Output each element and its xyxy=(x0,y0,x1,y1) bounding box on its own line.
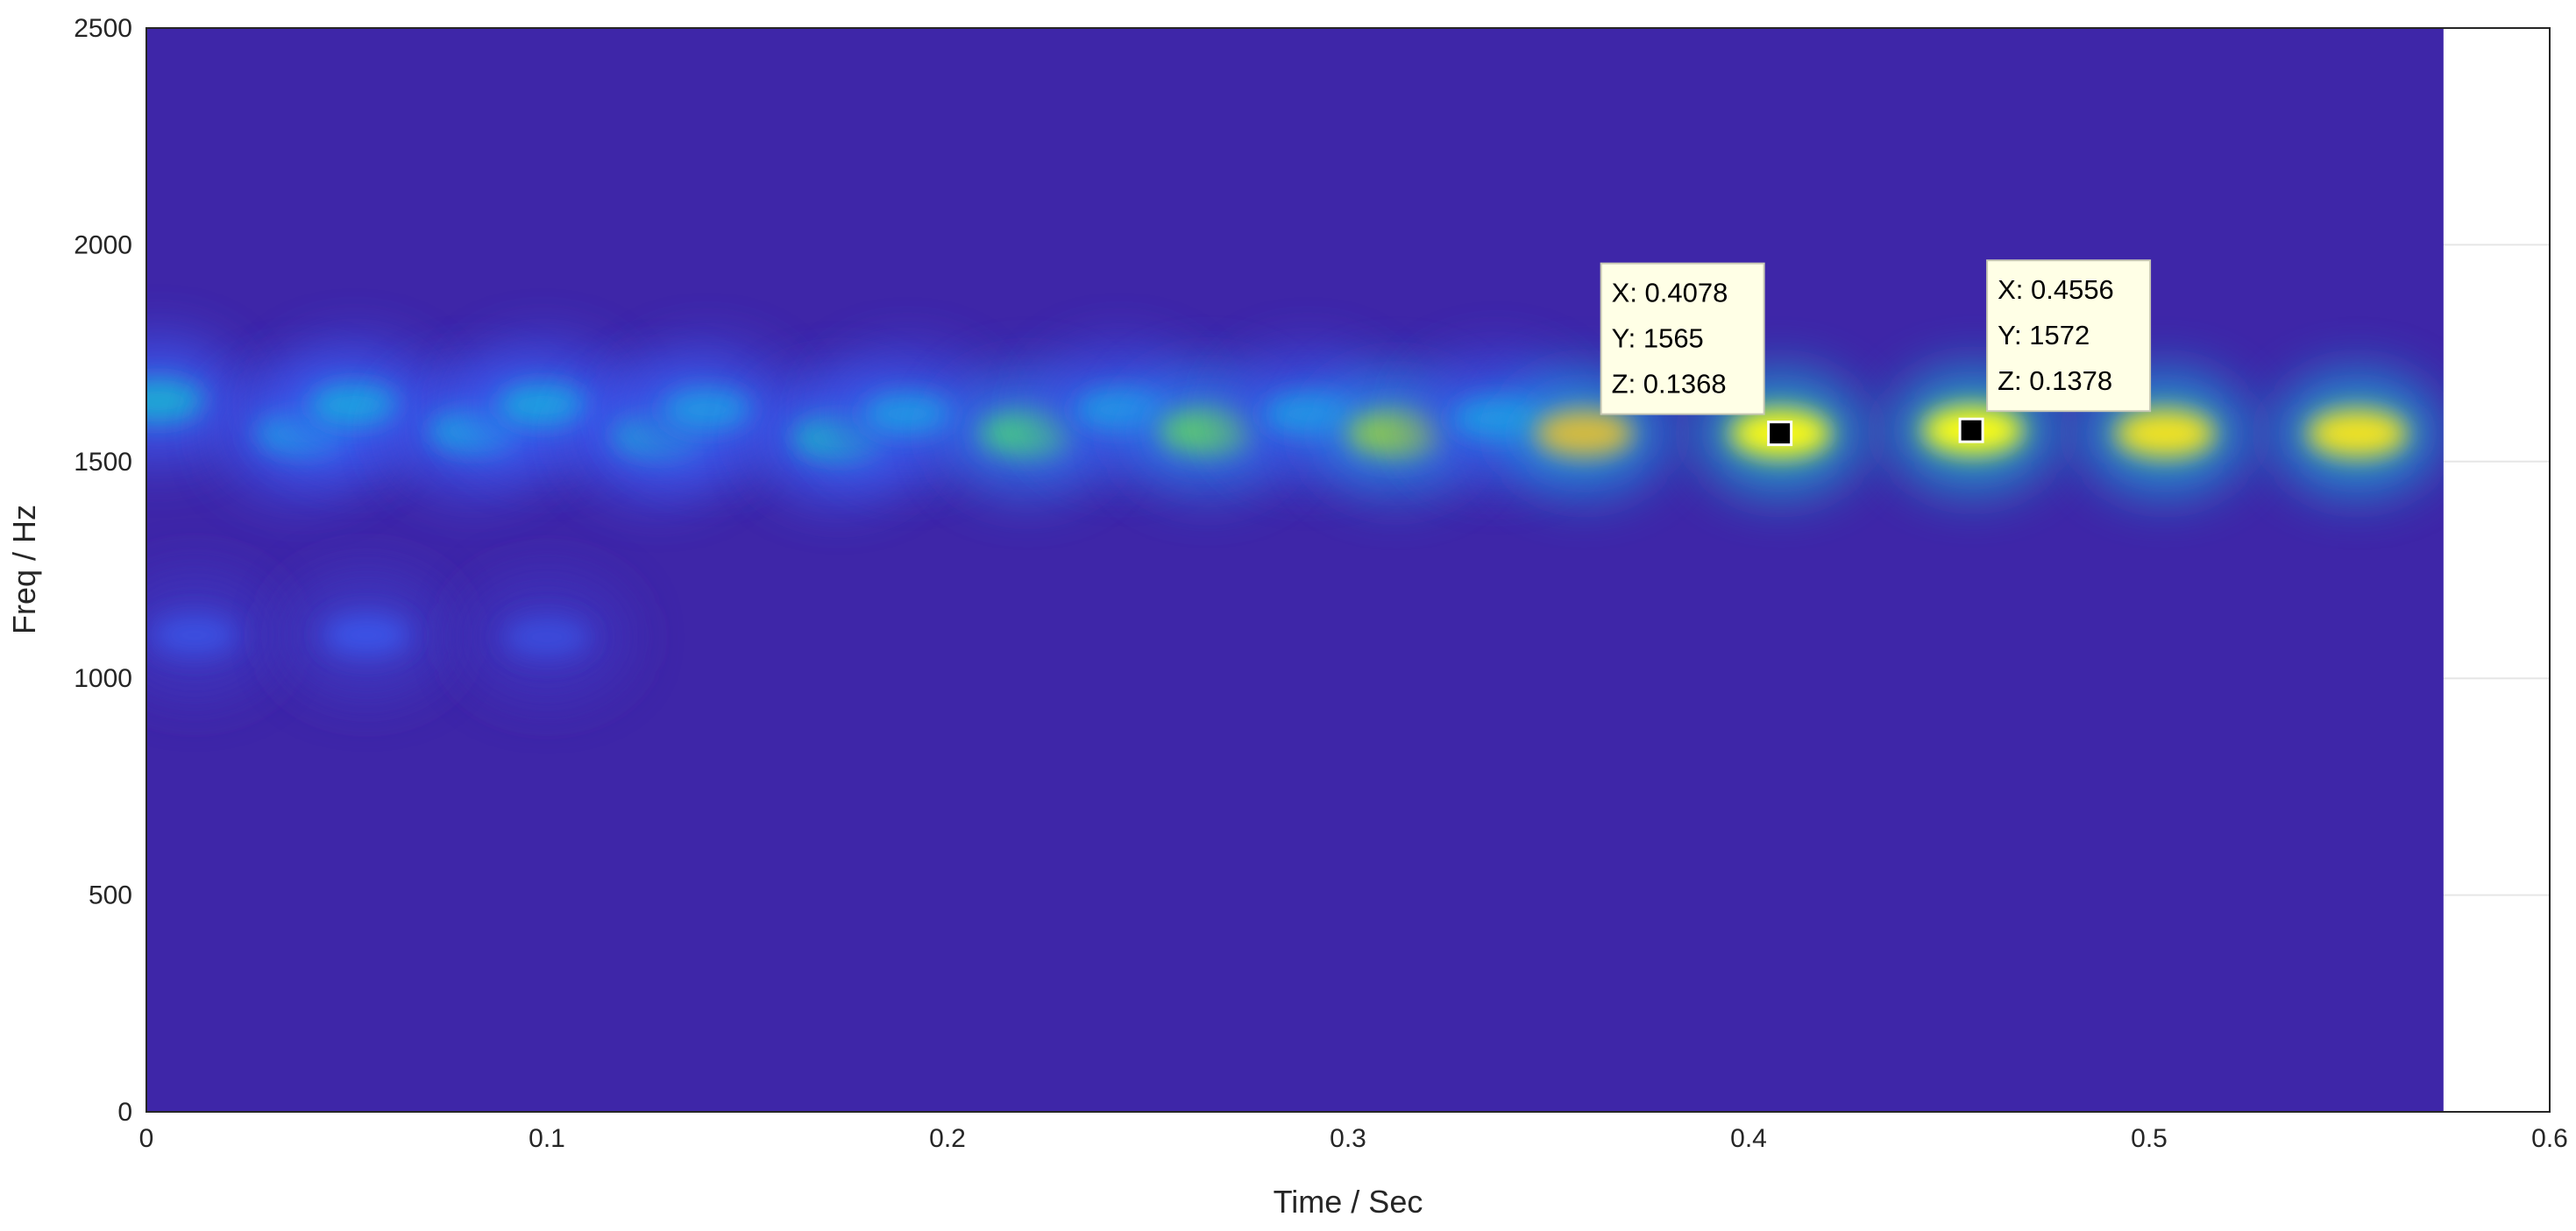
x-tick-label: 0.5 xyxy=(2131,1124,2168,1153)
peak-core xyxy=(1535,409,1634,457)
peak xyxy=(146,339,242,463)
peak-core xyxy=(323,614,410,655)
peak-core xyxy=(151,614,238,655)
axes-box xyxy=(145,27,2551,1113)
peak-core xyxy=(146,378,205,423)
peak xyxy=(623,348,791,471)
x-axis-label: Time / Sec xyxy=(1274,1184,1423,1220)
x-tick-label: 0.2 xyxy=(929,1124,966,1153)
y-tick-label: 0 xyxy=(117,1098,132,1127)
x-tick-label: 0.3 xyxy=(1330,1124,1366,1153)
peak xyxy=(146,573,278,697)
peak-core xyxy=(309,384,401,427)
x-tick-label: 0 xyxy=(139,1124,154,1153)
datatip-box xyxy=(1986,259,2152,413)
datatip-text: Y: 1565 xyxy=(1612,323,1704,354)
peak-core xyxy=(862,393,953,435)
y-tick-label: 2500 xyxy=(74,14,132,43)
datatip-text: Z: 0.1368 xyxy=(1612,369,1727,400)
datatip-text: X: 0.4078 xyxy=(1612,278,1728,308)
datatip-text: Y: 1572 xyxy=(1998,320,2090,350)
datatip-text: Z: 0.1378 xyxy=(1998,365,2112,396)
peak xyxy=(2274,371,2441,495)
peak-core xyxy=(497,384,589,427)
peak xyxy=(464,576,630,699)
datatip-marker xyxy=(1958,417,1984,443)
x-tick-label: 0.6 xyxy=(2531,1124,2568,1153)
y-tick-label: 2000 xyxy=(74,230,132,259)
y-tick-label: 1000 xyxy=(74,664,132,693)
y-tick-label: 500 xyxy=(89,881,132,910)
spectrogram xyxy=(146,28,2444,1112)
peak-core xyxy=(2307,408,2409,458)
peak xyxy=(283,573,451,697)
peak-core xyxy=(662,388,753,431)
y-axis-label: Freq / Hz xyxy=(6,505,42,634)
peak-core xyxy=(503,617,591,657)
datatip-marker xyxy=(1767,421,1793,447)
y-tick-label: 1500 xyxy=(74,448,132,477)
x-tick-label: 0.4 xyxy=(1730,1124,1767,1153)
x-tick-label: 0.1 xyxy=(529,1124,565,1153)
datatip-text: X: 0.4556 xyxy=(1998,274,2114,305)
peak-core xyxy=(2114,408,2216,458)
datatip-box xyxy=(1600,262,1765,415)
spectrogram-background xyxy=(146,28,2444,1112)
